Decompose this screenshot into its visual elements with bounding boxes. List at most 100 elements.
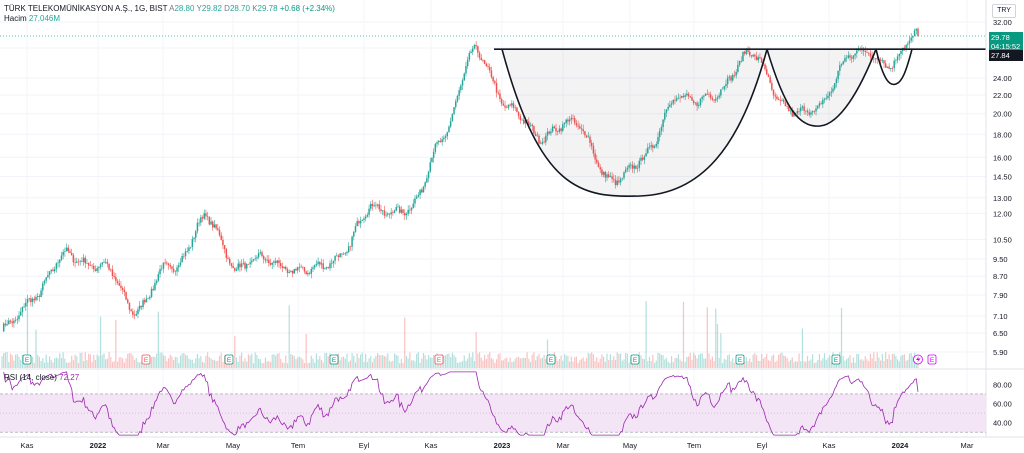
volume-bar (402, 362, 404, 368)
earnings-marker[interactable]: E (546, 354, 556, 365)
high-label: Y (196, 4, 202, 13)
candle (915, 28, 918, 31)
candle (864, 51, 867, 52)
earnings-marker[interactable]: E (831, 354, 841, 365)
volume-bar (502, 360, 504, 368)
candle (726, 77, 729, 85)
volume-bar (167, 358, 170, 368)
candle (716, 97, 719, 99)
volume-bar (555, 356, 557, 368)
candle (164, 262, 166, 264)
volume-bar (565, 355, 567, 368)
candle (218, 229, 221, 236)
volume-bar (390, 361, 392, 368)
volume-bar (276, 353, 278, 368)
candle (159, 269, 161, 275)
candle (33, 298, 36, 301)
candle (422, 186, 425, 193)
candle (400, 209, 403, 213)
rsi-tick-label: 40.00 (993, 419, 1012, 428)
volume-bar (14, 354, 17, 368)
volume-bar (358, 358, 360, 368)
earnings-marker[interactable]: E (329, 354, 339, 365)
volume-bar (905, 360, 907, 368)
volume-bar (361, 352, 363, 368)
volume-bar (834, 361, 836, 368)
volume-bar (38, 356, 40, 368)
volume-bar (890, 359, 892, 368)
candle (789, 110, 792, 112)
candle (72, 255, 75, 263)
volume-bar (543, 354, 545, 368)
candle (184, 251, 187, 257)
volume-bar (694, 355, 696, 368)
volume-bar (791, 357, 793, 368)
lightning-marker[interactable] (913, 354, 923, 365)
volume-bar (247, 354, 250, 368)
candle (767, 74, 770, 77)
volume-bar (120, 357, 122, 368)
volume-bar (45, 354, 47, 368)
volume-bar (385, 356, 387, 368)
volume-bar (74, 354, 76, 368)
candle (172, 268, 175, 272)
candle (653, 146, 656, 148)
candle (801, 106, 804, 108)
volume-bar (873, 352, 875, 368)
earnings-marker[interactable]: E (22, 354, 32, 365)
volume-bar (244, 358, 246, 368)
time-axis[interactable]: Kas 2022 Mar May Tem Eyl Kas 2023 Mar May Tem Eyl Ka… (0, 436, 1024, 450)
candle (62, 251, 64, 256)
earnings-marker[interactable]: E (735, 354, 745, 365)
volume-bar (529, 362, 532, 368)
candle (647, 147, 649, 154)
volume-bar (772, 354, 775, 368)
earnings-marker[interactable]: E (630, 354, 640, 365)
candle (183, 256, 185, 257)
volume-bar (455, 357, 457, 368)
volume-bar (450, 357, 452, 368)
volume-bar (181, 353, 183, 368)
volume-bar (856, 353, 858, 368)
candle (220, 235, 222, 240)
candle (533, 126, 535, 134)
volume-bar (494, 362, 496, 368)
candle (788, 106, 790, 112)
candle (463, 73, 465, 81)
candle (849, 55, 851, 58)
candle (89, 265, 92, 266)
candle (132, 311, 134, 315)
volume-bar (105, 359, 107, 368)
rsi-axis[interactable]: 80.00 60.00 40.00 (993, 380, 1012, 427)
candle (193, 237, 195, 239)
candle (488, 66, 491, 71)
volume-bar (426, 359, 428, 368)
time-tick-label: 2024 (892, 441, 910, 450)
volume-bar (747, 361, 749, 368)
earnings-marker[interactable]: E (224, 354, 234, 365)
candle (213, 224, 216, 228)
currency-button[interactable]: TRY (992, 4, 1016, 18)
candle (295, 269, 297, 271)
candle (417, 194, 420, 197)
earnings-marker[interactable]: E (927, 354, 937, 365)
volume-bar (798, 353, 800, 368)
volume-bar (687, 356, 690, 368)
candle (409, 209, 411, 211)
volume-bar (191, 359, 193, 368)
price-tick-label: 16.00 (993, 153, 1012, 162)
candle (910, 37, 912, 41)
volume-bar (195, 358, 197, 368)
volume-bar (184, 354, 187, 368)
earnings-marker[interactable]: E (141, 354, 151, 365)
candle (895, 60, 897, 61)
earnings-marker[interactable]: E (434, 354, 444, 365)
candle (162, 262, 165, 269)
rsi-tick-label: 60.00 (993, 400, 1012, 409)
candle (643, 156, 646, 160)
price-axis[interactable]: 32.0028.0024.0022.0020.0018.0016.0014.50… (985, 0, 1012, 437)
candle (244, 262, 246, 269)
candles-layer (2, 27, 919, 333)
